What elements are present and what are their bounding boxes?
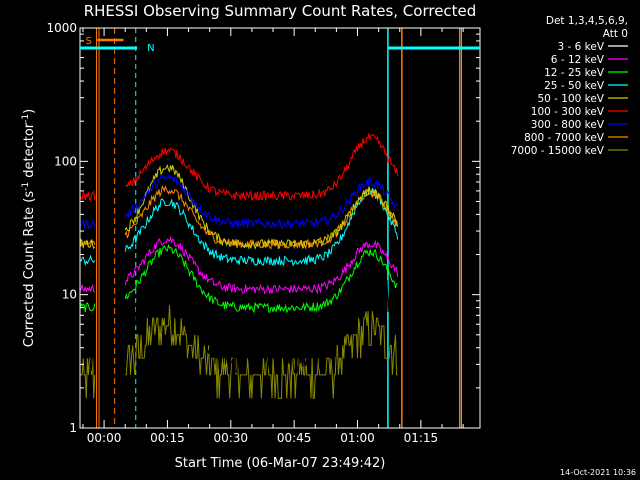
- series-line: [124, 185, 399, 250]
- series-line: [124, 243, 399, 376]
- legend-header-1: Det 1,3,4,5,6,9,: [546, 15, 628, 27]
- x-tick-label: 00:30: [213, 431, 248, 445]
- series-line: [80, 190, 96, 202]
- legend-label: 100 - 300 keV: [531, 106, 605, 118]
- footer-timestamp: 14-Oct-2021 10:36: [560, 468, 636, 477]
- y-axis-label: Corrected Count Rate (s-1 detector-1): [21, 109, 37, 347]
- night-flag-label: N: [147, 43, 154, 54]
- legend-label: 3 - 6 keV: [557, 41, 604, 53]
- legend-header-2: Att 0: [603, 28, 628, 40]
- y-tick-label: 100: [54, 154, 77, 168]
- x-tick-label: 00:00: [87, 431, 122, 445]
- x-tick-label: 01:15: [404, 431, 439, 445]
- series-line: [125, 133, 399, 201]
- x-axis: 00:00 00:15 00:30 00:45 01:00 01:15: [82, 28, 464, 445]
- series-line: [80, 342, 96, 371]
- x-tick-label: 00:15: [150, 431, 185, 445]
- saa-flag-label: S: [85, 36, 91, 47]
- time-markers: [95, 28, 462, 428]
- plot-frame: [79, 27, 481, 429]
- series-line: [80, 238, 96, 250]
- legend-label: 12 - 25 keV: [544, 67, 605, 79]
- legend-label: 6 - 12 keV: [551, 54, 605, 66]
- series-line: [80, 218, 96, 230]
- chart-title: RHESSI Observing Summary Count Rates, Co…: [84, 2, 477, 20]
- legend-label: 7000 - 15000 keV: [511, 145, 605, 157]
- series-line: [80, 302, 96, 313]
- series-line: [124, 244, 398, 314]
- legend-label: 25 - 50 keV: [544, 80, 605, 92]
- series-line: [80, 284, 95, 293]
- y-axis: 1 10 100 1000: [46, 21, 480, 435]
- series-line: [124, 164, 399, 250]
- flag-bars: SN: [80, 36, 480, 54]
- x-tick-label: 01:00: [340, 431, 375, 445]
- series-traces: [80, 133, 399, 399]
- series-line: [125, 305, 398, 399]
- legend-label: 300 - 800 keV: [531, 119, 605, 131]
- plot-area: [80, 28, 462, 428]
- series-line: [124, 235, 399, 295]
- series-line: [124, 173, 399, 229]
- legend-label: 800 - 7000 keV: [524, 132, 605, 144]
- y-tick-label: 1000: [46, 21, 77, 35]
- series-line: [80, 254, 96, 267]
- y-tick-label: 10: [62, 288, 77, 302]
- x-tick-label: 00:45: [277, 431, 312, 445]
- x-axis-label: Start Time (06-Mar-07 23:49:42): [175, 456, 386, 471]
- legend-label: 50 - 100 keV: [537, 93, 604, 105]
- y-tick-label: 1: [69, 421, 77, 435]
